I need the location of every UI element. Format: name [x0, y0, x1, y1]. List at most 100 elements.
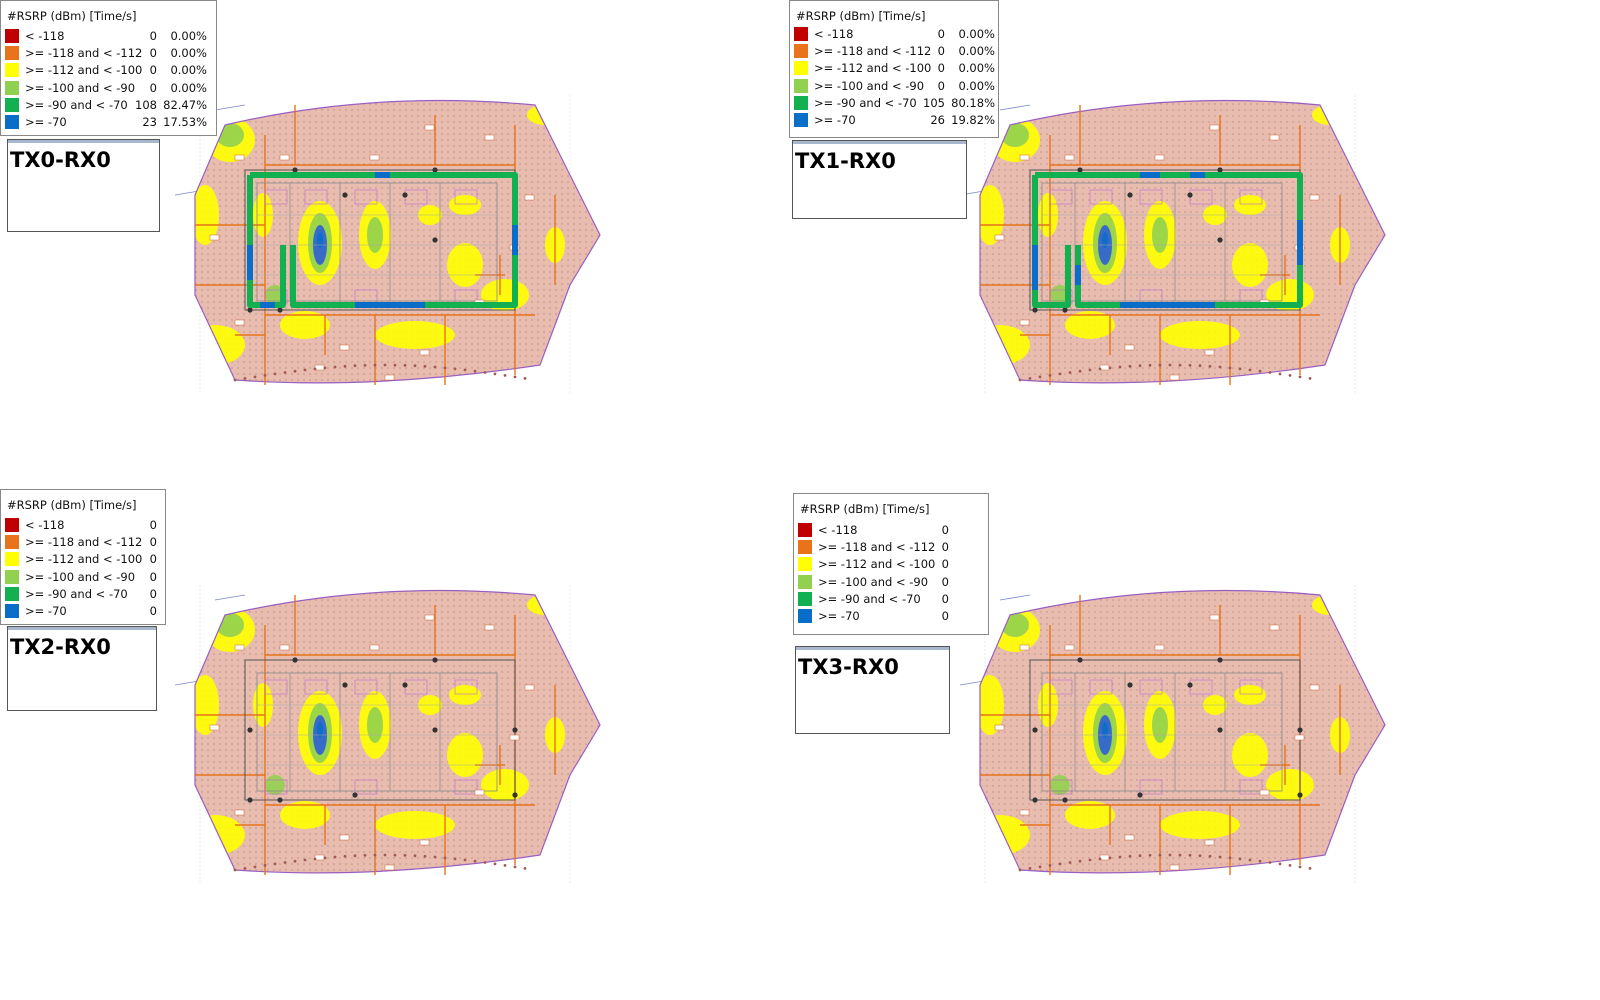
antenna-marker — [402, 682, 408, 688]
coverage-blob — [1312, 105, 1348, 125]
panel-label-box: TX3-RX0 — [795, 646, 950, 734]
perimeter-dot — [1098, 367, 1102, 371]
legend-swatch — [5, 586, 19, 601]
perimeter-dot — [1038, 375, 1042, 379]
perimeter-dot — [523, 867, 527, 870]
perimeter-dot — [1128, 364, 1132, 368]
coverage-blob — [447, 243, 483, 287]
label-tag — [1019, 319, 1030, 326]
legend-row: >= -100 and < -90 0 0.00% — [3, 80, 214, 97]
coverage-blob — [1160, 811, 1240, 839]
legend-count: 0 — [941, 609, 949, 623]
label-tag — [384, 374, 395, 381]
antenna-marker — [402, 192, 408, 198]
perimeter-dot — [233, 868, 237, 872]
legend-range-label: >= -100 and < -90 — [814, 78, 925, 93]
legend-percent: 0.00% — [170, 29, 207, 43]
legend-row: >= -100 and < -90 0 — [3, 569, 163, 586]
legend-swatch — [5, 46, 19, 61]
coverage-blob — [195, 325, 245, 365]
antenna-marker — [1217, 657, 1223, 663]
perimeter-dot — [1228, 856, 1232, 860]
legend-row: >= -90 and < -70 0 — [796, 591, 986, 608]
legend-swatch — [5, 63, 19, 78]
label-tag — [279, 644, 290, 651]
perimeter-dot — [343, 854, 347, 858]
panel-label: TX0-RX0 — [10, 148, 111, 172]
perimeter-dot — [1088, 368, 1092, 372]
panel-label: TX1-RX0 — [795, 149, 896, 173]
legend-row: >= -90 and < -70 108 82.47% — [3, 97, 214, 114]
antenna-marker — [432, 237, 438, 243]
legend-count: 0 — [941, 591, 949, 606]
coverage-blob — [195, 815, 245, 855]
perimeter-dot — [243, 867, 247, 870]
perimeter-dot — [273, 862, 277, 866]
perimeter-dot — [493, 372, 497, 376]
perimeter-dot — [1288, 374, 1292, 377]
perimeter-dot — [1078, 369, 1082, 373]
perimeter-dot — [1268, 861, 1272, 864]
rsrp-legend: #RSRP (dBm) [Time/s] < -118 0 0.00% >= -118 … — [789, 0, 999, 138]
perimeter-dot — [1088, 858, 1092, 862]
perimeter-dot — [1208, 854, 1212, 858]
perimeter-dot — [1048, 864, 1052, 867]
legend-range-label: >= -90 and < -70 — [25, 97, 128, 112]
legend-percent: 0.00% — [170, 80, 207, 95]
label-tag — [1064, 154, 1075, 161]
perimeter-dot — [1068, 371, 1072, 374]
label-tag — [524, 194, 535, 201]
antenna-marker — [512, 727, 518, 733]
label-tag — [234, 809, 245, 816]
legend-title: #RSRP (dBm) [Time/s] — [800, 502, 930, 516]
antenna-marker — [1062, 307, 1068, 313]
perimeter-dot — [1238, 857, 1242, 861]
ref-line — [214, 104, 246, 111]
room-box — [1139, 779, 1163, 795]
legend-count: 0 — [937, 27, 945, 41]
coverage-blob — [375, 811, 455, 839]
room-box — [1139, 679, 1163, 695]
coverage-blob — [1050, 775, 1070, 795]
room-box — [304, 189, 328, 205]
legend-title: #RSRP (dBm) [Time/s] — [7, 498, 137, 512]
perimeter-dot — [1048, 374, 1052, 377]
route-path — [250, 172, 518, 308]
antenna-marker — [1127, 192, 1133, 198]
perimeter-dot — [1168, 363, 1172, 367]
coverage-blob — [527, 105, 563, 125]
legend-swatch — [5, 552, 19, 567]
label-tag — [1019, 154, 1030, 161]
legend-row: >= -90 and < -70 105 80.18% — [792, 95, 996, 112]
label-tag — [419, 349, 430, 356]
perimeter-dot — [1018, 868, 1022, 872]
label-tag — [1019, 644, 1030, 651]
perimeter-dot — [1238, 367, 1242, 371]
label-tag — [279, 154, 290, 161]
coverage-blob — [195, 185, 219, 245]
perimeter-dot — [283, 861, 287, 864]
perimeter-dot — [333, 365, 337, 369]
perimeter-dot — [1028, 377, 1032, 380]
legend-row: >= -70 0 — [3, 603, 163, 620]
legend-swatch — [794, 27, 808, 41]
legend-range-label: >= -100 and < -90 — [25, 80, 136, 95]
perimeter-dot — [1298, 865, 1302, 869]
perimeter-dot — [1188, 363, 1192, 367]
perimeter-dot — [1118, 365, 1122, 369]
floor-outline — [194, 589, 601, 874]
antenna-marker — [1137, 792, 1143, 798]
perimeter-dot — [323, 856, 327, 860]
floor-plan-map — [960, 585, 1386, 885]
legend-row: >= -70 26 19.82% — [792, 112, 996, 129]
coverage-blob — [1234, 195, 1266, 215]
perimeter-dot — [493, 862, 497, 866]
perimeter-dot — [1258, 369, 1262, 373]
ref-line — [214, 594, 246, 601]
coverage-blob — [481, 769, 529, 801]
perimeter-dot — [1028, 867, 1032, 870]
antenna-marker — [1187, 682, 1193, 688]
antenna-marker — [352, 792, 358, 798]
legend-count: 0 — [941, 523, 949, 537]
legend-count: 0 — [149, 29, 157, 43]
